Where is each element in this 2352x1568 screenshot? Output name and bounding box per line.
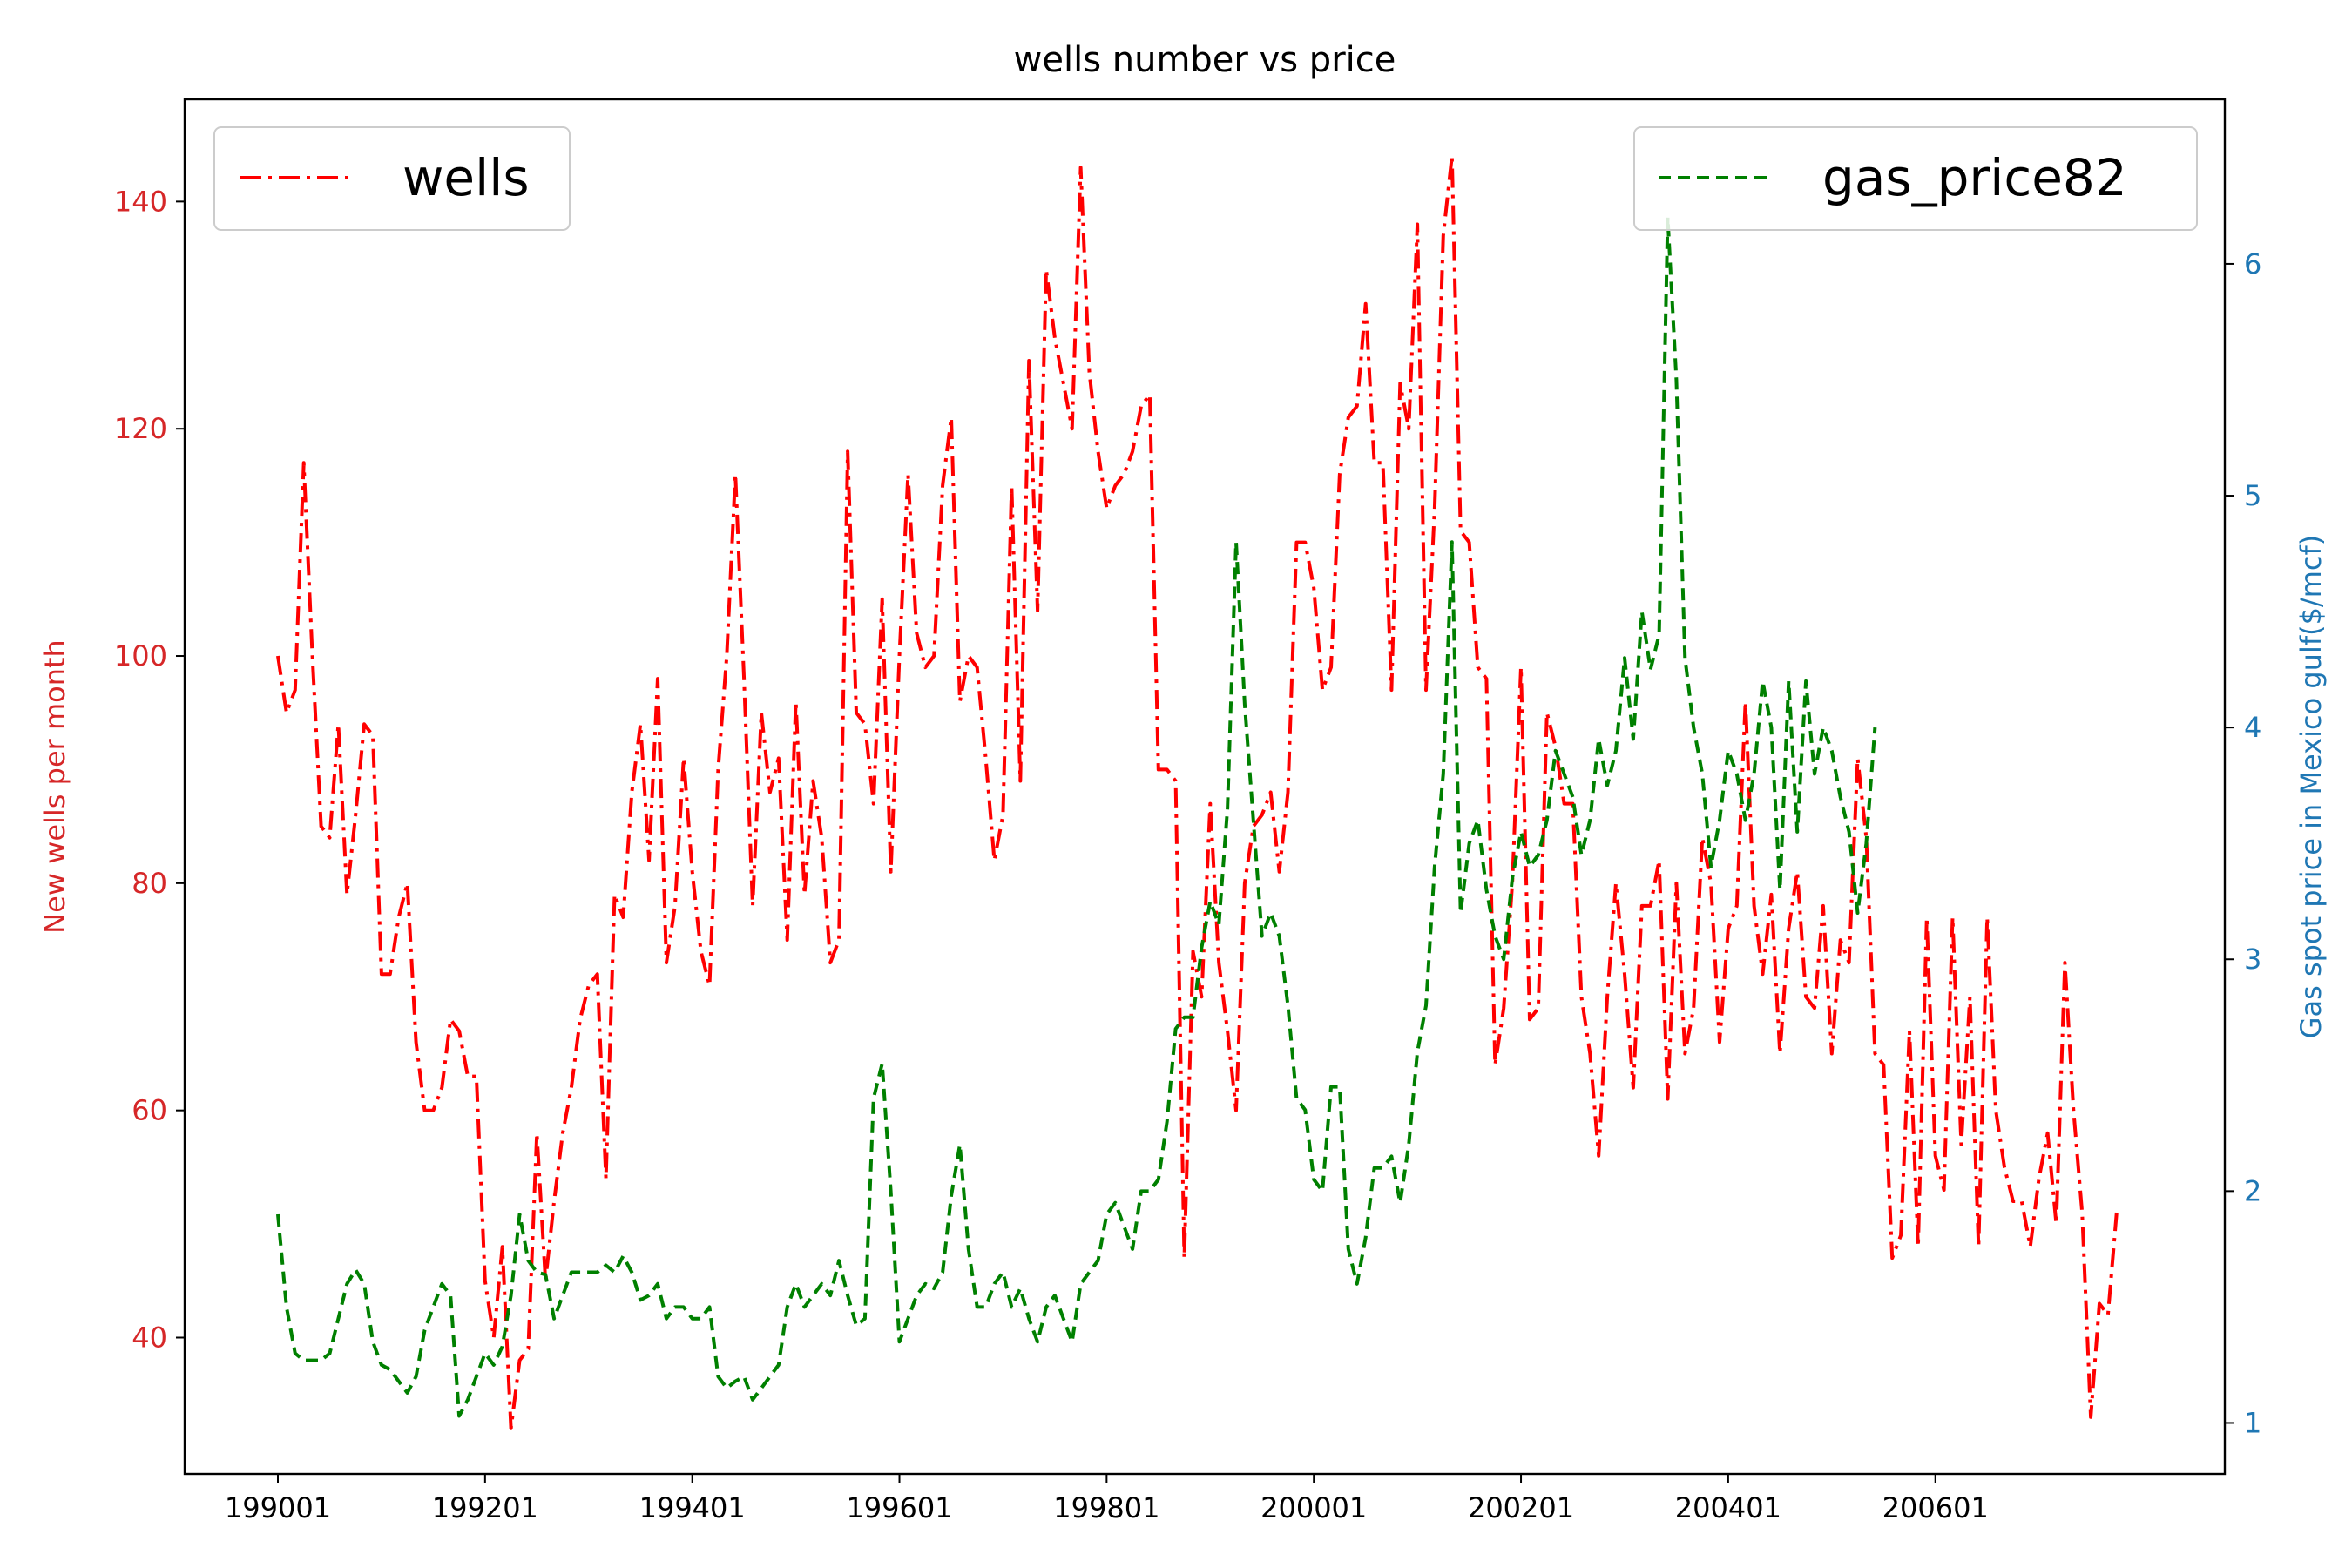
series-layer [276,154,2119,1430]
legend-gas-price: gas_price82 [1633,126,2198,231]
series-line-gas-price [276,215,1877,1418]
x-tick-label: 199201 [432,1491,538,1524]
right-axis-ticks: 1 2 3 4 5 6 [2225,247,2261,1439]
right-axis-label: Gas spot price in Mexico gulf($/mcf) [2295,535,2328,1038]
right-tick-label: 5 [2244,479,2261,512]
left-tick-label: 40 [132,1321,167,1355]
legend-wells-label: wells [402,148,530,207]
x-tick-label: 200401 [1675,1491,1781,1524]
x-tick-label: 199801 [1053,1491,1159,1524]
legend-wells: wells [213,126,571,231]
x-tick-label: 200201 [1468,1491,1574,1524]
left-axis-ticks: 40 60 80 100 120 140 [114,185,185,1355]
x-axis-ticks: 199001 199201 199401 199601 199801 200001 2002… [225,1474,1989,1524]
legend-gas-price-frame [1633,126,2198,231]
series-line-wells [276,154,2119,1430]
right-tick-label: 4 [2244,711,2261,744]
x-tick-label: 200601 [1882,1491,1989,1524]
left-tick-label: 140 [114,185,167,218]
left-tick-label: 60 [132,1094,167,1127]
right-tick-label: 3 [2244,943,2261,976]
x-tick-label: 200001 [1260,1491,1367,1524]
plot-frame [183,98,2227,1476]
left-axis-label: New wells per month [38,639,71,934]
legend-gas-price-label: gas_price82 [1822,148,2127,207]
x-tick-label: 199601 [846,1491,952,1524]
x-tick-label: 199001 [225,1491,331,1524]
left-tick-label: 120 [114,412,167,445]
chart-title: wells number vs price [1014,40,1396,80]
right-tick-label: 6 [2244,247,2261,280]
right-tick-label: 2 [2244,1174,2261,1207]
legend-wells-frame [213,126,571,231]
x-tick-label: 199401 [639,1491,746,1524]
left-tick-label: 100 [114,639,167,672]
left-tick-label: 80 [132,867,167,900]
right-tick-label: 1 [2244,1406,2261,1439]
